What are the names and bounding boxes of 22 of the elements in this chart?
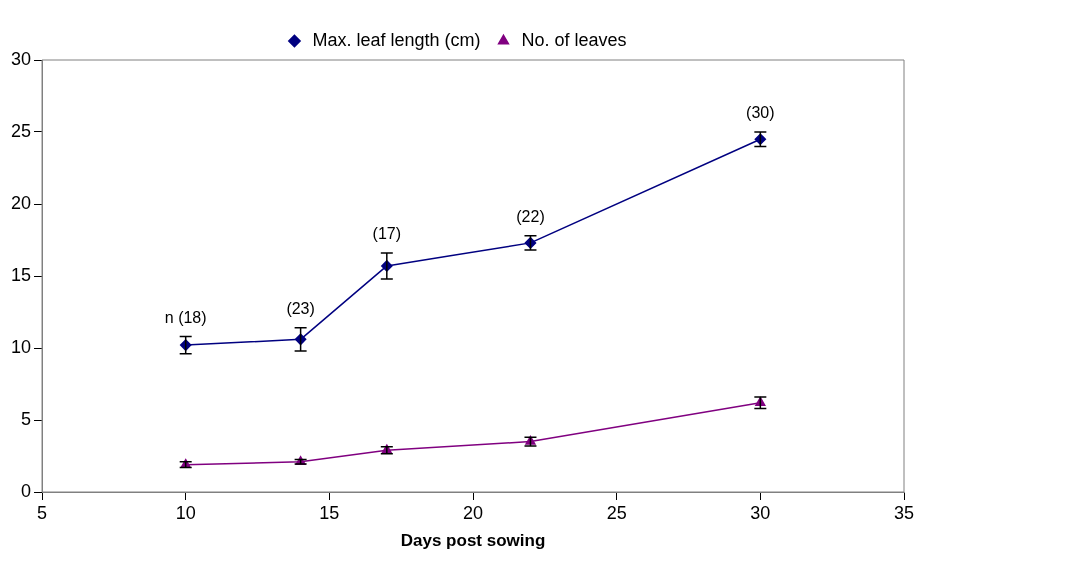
annotation: (17) <box>372 225 402 243</box>
annotation: (30) <box>746 104 775 122</box>
y-tick-label: 20 <box>10 192 32 213</box>
y-tick-label: 30 <box>10 48 32 69</box>
x-tick-label: 5 <box>37 502 48 523</box>
y-tick-label: 15 <box>10 264 32 285</box>
x-tick-label: 20 <box>463 502 484 523</box>
x-tick-label: 15 <box>319 502 340 523</box>
y-tick-label: 0 <box>21 480 32 501</box>
x-axis-title: Days post sowing <box>400 531 546 551</box>
legend-label: No. of leaves <box>521 29 627 50</box>
annotation: (23) <box>286 300 315 318</box>
x-tick-label: 25 <box>606 502 627 523</box>
y-tick-label: 10 <box>10 336 32 357</box>
y-tick-label: 5 <box>21 408 32 429</box>
legend-label: Max. leaf length (cm) <box>312 29 481 50</box>
annotation: (22) <box>516 208 545 226</box>
x-tick-label: 35 <box>893 502 915 523</box>
x-tick-label: 10 <box>175 502 196 523</box>
x-tick-label: 30 <box>750 502 771 523</box>
y-tick-label: 25 <box>10 120 32 141</box>
annotation: n (18) <box>164 308 207 326</box>
